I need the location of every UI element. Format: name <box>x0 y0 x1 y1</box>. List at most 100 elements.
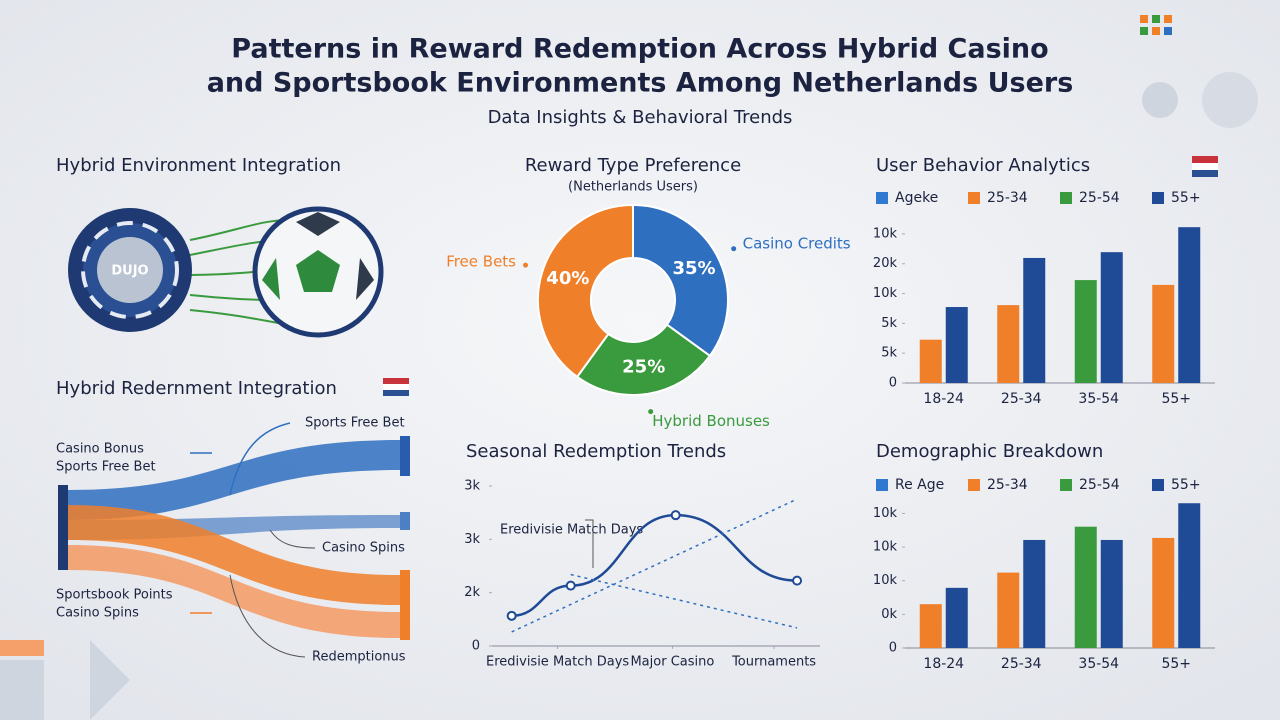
node <box>400 570 410 640</box>
subtitle: Data Insights & Behavioral Trends <box>488 107 793 128</box>
label-dot <box>731 246 737 252</box>
ball-patch <box>356 258 374 300</box>
x-tick-label: 18-24 <box>923 656 964 672</box>
node <box>58 485 68 570</box>
bar <box>1100 252 1123 383</box>
annotation: Eredivisie Match Days <box>500 523 643 538</box>
chip-center <box>97 237 163 303</box>
x-tick-label: Tournaments <box>731 655 816 670</box>
panel-title: Hybrid Redernment Integration <box>56 378 337 399</box>
sankey <box>58 422 410 658</box>
y-tick-label: 3k <box>464 479 480 494</box>
title: and Sportsbook Environments Among Nether… <box>207 68 1074 99</box>
legend-label: Ageke <box>895 190 938 206</box>
point <box>565 580 576 591</box>
flow <box>68 505 400 605</box>
chart-title: Seasonal Redemption Trends <box>466 441 726 462</box>
donut-slice <box>632 203 729 358</box>
x-tick-label: 18-24 <box>923 391 964 407</box>
y-tick-label: 0 <box>472 639 480 654</box>
bar <box>1023 539 1046 648</box>
decor <box>1140 27 1148 35</box>
y-tick-label: 0 <box>889 641 897 656</box>
speed-lines <box>189 219 291 326</box>
value-label: 35% <box>672 258 715 279</box>
legend-swatch <box>876 192 888 204</box>
donut-slice <box>575 323 712 396</box>
sankey-label: Sportsbook Points <box>56 588 173 603</box>
x-tick-label: Eredivisie Match Days <box>486 655 629 670</box>
decor <box>1140 15 1148 23</box>
bar <box>945 307 968 383</box>
decor <box>1202 72 1258 128</box>
y-tick-label: 10k <box>873 226 898 241</box>
arrow <box>229 574 306 658</box>
x-tick-label: Major Casino <box>630 655 714 670</box>
legend-label: 55+ <box>1171 190 1201 206</box>
flag <box>383 378 409 396</box>
bar <box>1178 503 1201 648</box>
y-tick-label: 5k <box>881 316 897 331</box>
category-label: Casino Credits <box>743 235 851 253</box>
decor <box>1142 82 1178 118</box>
decor <box>1152 27 1160 35</box>
sankey-label: Casino Bonus <box>56 442 144 457</box>
point <box>792 575 803 586</box>
label-dot <box>523 262 529 268</box>
y-tick-label: 2k <box>464 585 480 600</box>
chart-title: Demographic Breakdown <box>876 441 1103 462</box>
sankey-label: Sports Free Bet <box>305 416 405 431</box>
bar <box>1152 284 1175 383</box>
legend-swatch <box>1152 479 1164 491</box>
bar <box>1152 537 1175 648</box>
chart-title: User Behavior Analytics <box>876 155 1090 176</box>
integration-illustration: DUJO <box>68 206 384 338</box>
y-tick-label: 10k <box>873 506 898 521</box>
decor <box>1164 15 1172 23</box>
category-label: Free Bets <box>446 252 516 270</box>
sankey-label: Casino Spins <box>322 541 405 556</box>
annotation-bracket <box>585 519 594 568</box>
x-tick-label: 35-54 <box>1078 656 1119 672</box>
legend-label: 25-54 <box>1079 477 1120 493</box>
legend-swatch <box>968 479 980 491</box>
legend-swatch <box>876 479 888 491</box>
decor <box>1164 27 1172 35</box>
legend-swatch <box>1060 479 1072 491</box>
arrow <box>269 529 316 549</box>
legend-label: Re Age <box>895 477 944 493</box>
bar <box>997 572 1020 648</box>
bar <box>1074 526 1097 648</box>
sankey-label: Sports Free Bet <box>56 460 156 475</box>
bar <box>945 587 968 648</box>
y-tick-label: 0k <box>881 607 897 622</box>
chart-subtitle: (Netherlands Users) <box>568 180 698 195</box>
x-tick-label: 25-34 <box>1001 391 1042 407</box>
bar <box>997 305 1020 383</box>
node <box>400 512 410 530</box>
sankey-label: Redemptionus <box>312 650 406 665</box>
value-label: 40% <box>546 268 589 289</box>
line <box>511 513 798 618</box>
flag <box>1192 156 1218 177</box>
category-label: Hybrid Bonuses <box>652 412 770 430</box>
ball-patch <box>296 212 340 236</box>
y-tick-label: 10k <box>873 286 898 301</box>
decor <box>90 640 130 720</box>
chart-title: Reward Type Preference <box>525 155 741 176</box>
decor <box>1152 15 1160 23</box>
label-dot <box>648 409 654 415</box>
decor <box>0 640 44 656</box>
y-tick-label: 5k <box>881 346 897 361</box>
title: Patterns in Reward Redemption Across Hyb… <box>231 34 1048 65</box>
ball-patch <box>262 258 280 300</box>
legend-label: 25-34 <box>987 477 1028 493</box>
sankey-label: Casino Spins <box>56 606 139 621</box>
donut-slice <box>537 203 634 379</box>
bar <box>919 604 942 648</box>
y-tick-label: 3k <box>464 532 480 547</box>
y-tick-label: 0 <box>889 376 897 391</box>
ball-patch <box>296 250 340 292</box>
